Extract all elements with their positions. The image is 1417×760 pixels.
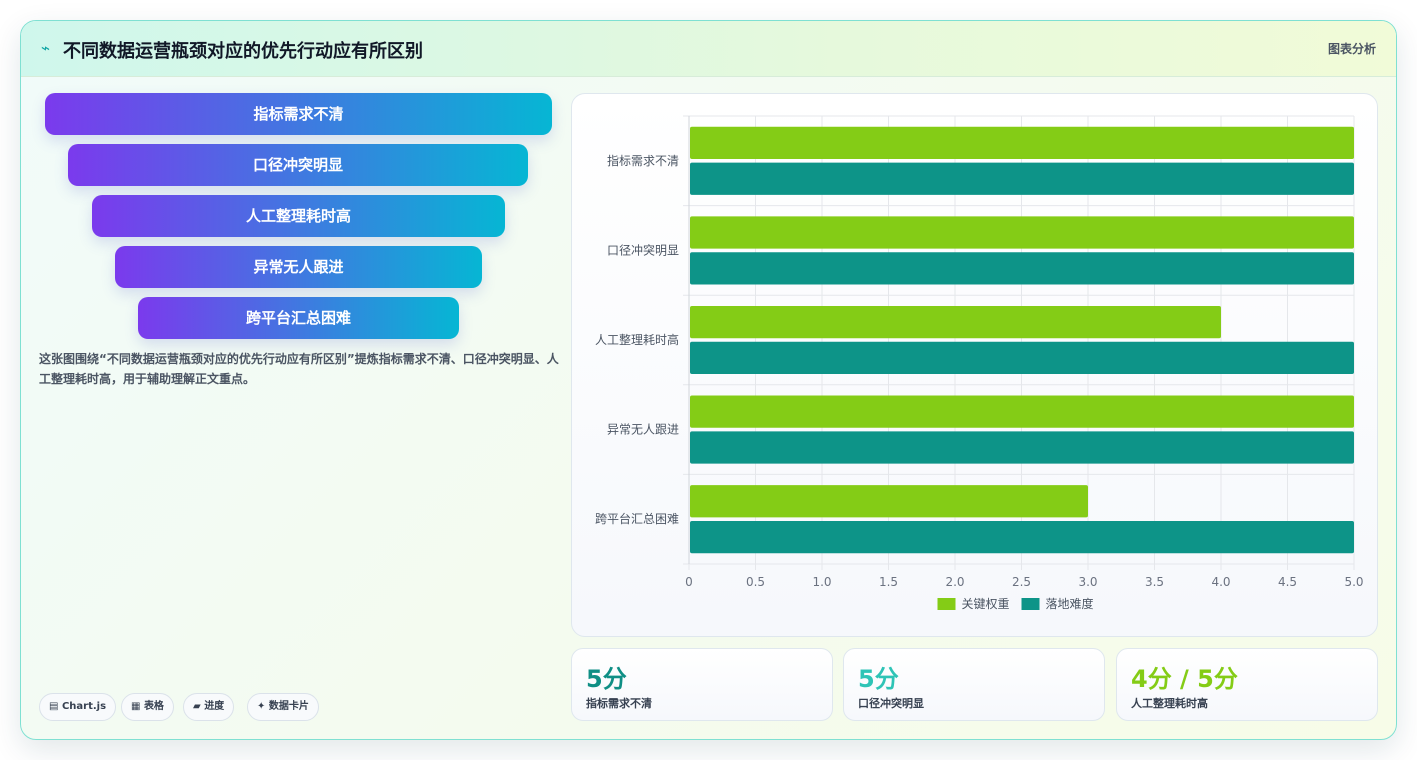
x-tick-label: 1.5	[879, 575, 898, 589]
x-tick-label: 0.5	[746, 575, 765, 589]
chip-chartjs[interactable]: ▤ Chart.js	[39, 693, 117, 721]
kpi-label: 人工整理耗时高	[1131, 697, 1208, 710]
legend-label: 关键权重	[962, 597, 1010, 611]
table-icon: ▦	[131, 701, 141, 712]
chart-panel: 0 0.5 1.0 1.5 2.0 2.5 3.0 3.5 4.0 4.5 5.0 指标需求不清 口径冲…	[571, 93, 1378, 637]
kpi-value: 5分	[586, 665, 627, 693]
chart-analysis-tag: 图表分析	[1327, 42, 1376, 56]
chart-description: 这张图围绕“不同数据运营瓶颈对应的优先行动应有所区别”提炼指标需求不清、口径冲突…	[39, 352, 559, 386]
bar	[690, 216, 1354, 249]
bar	[690, 252, 1354, 285]
bar	[690, 395, 1354, 428]
header-bar: ⌁ 不同数据运营瓶颈对应的优先行动应有所区别 图表分析	[21, 21, 1396, 77]
kpi-card: 5分 口径冲突明显	[843, 648, 1105, 721]
bar	[690, 520, 1354, 554]
x-tick-label: 5.0	[1344, 575, 1363, 589]
x-tick-label: 0	[685, 575, 693, 589]
funnel-item: 口径冲突明显	[68, 144, 528, 186]
kpi-label: 口径冲突明显	[858, 697, 924, 710]
bar	[690, 305, 1221, 339]
legend-swatch	[1021, 598, 1040, 610]
kpi-label: 指标需求不清	[586, 697, 652, 710]
kpi-card: 4分 / 5分 人工整理耗时高	[1116, 648, 1378, 721]
chip-progress[interactable]: ▰ 进度	[183, 693, 235, 721]
chip-label: 进度	[204, 701, 225, 712]
funnel-item: 异常无人跟进	[115, 246, 482, 288]
x-tick-label: 2.0	[945, 575, 964, 589]
x-tick-label: 3.5	[1145, 575, 1164, 589]
chart-icon: ▤	[49, 701, 59, 712]
y-tick-label: 人工整理耗时高	[595, 332, 679, 347]
kpi-card: 5分 指标需求不清	[571, 648, 833, 721]
x-tick-label: 4.5	[1278, 575, 1297, 589]
main-card: ⌁ 不同数据运营瓶颈对应的优先行动应有所区别 图表分析 指标需求不清 口径冲突明…	[20, 20, 1397, 740]
sparkle-icon: ✦	[257, 701, 266, 712]
progress-icon: ▰	[193, 701, 201, 712]
x-tick-label: 1.0	[812, 575, 831, 589]
kpi-value: 5分	[858, 665, 899, 693]
x-tick-label: 3.0	[1078, 575, 1097, 589]
chip-label: 表格	[143, 701, 164, 712]
funnel-item: 人工整理耗时高	[92, 195, 505, 237]
kpi-value: 4分 / 5分	[1131, 665, 1238, 693]
funnel-item: 指标需求不清	[45, 93, 552, 135]
chip-label: Chart.js	[61, 701, 107, 712]
y-tick-label: 口径冲突明显	[607, 242, 679, 257]
bar	[690, 431, 1354, 464]
chip-table[interactable]: ▦ 表格	[121, 693, 174, 721]
y-tick-label: 异常无人跟进	[607, 423, 679, 437]
bar	[690, 341, 1354, 375]
chip-data-card[interactable]: ✦ 数据卡片	[247, 693, 319, 721]
funnel-item: 跨平台汇总困难	[138, 297, 459, 339]
bar	[690, 485, 1088, 518]
trend-icon: ⌁	[41, 39, 51, 57]
legend-label: 落地难度	[1046, 596, 1094, 611]
bar-chart: 0 0.5 1.0 1.5 2.0 2.5 3.0 3.5 4.0 4.5 5.0 指标需求不清口径冲…	[595, 115, 1364, 611]
legend-swatch	[937, 598, 956, 610]
x-tick-label: 2.5	[1012, 575, 1031, 589]
y-tick-label: 指标需求不清	[607, 153, 679, 168]
bar	[690, 162, 1354, 195]
page-title: 不同数据运营瓶颈对应的优先行动应有所区别	[63, 41, 423, 62]
bar	[690, 126, 1354, 160]
x-tick-label: 4.0	[1211, 575, 1230, 589]
chip-label: 数据卡片	[268, 701, 309, 712]
y-tick-label: 跨平台汇总困难	[595, 511, 679, 526]
